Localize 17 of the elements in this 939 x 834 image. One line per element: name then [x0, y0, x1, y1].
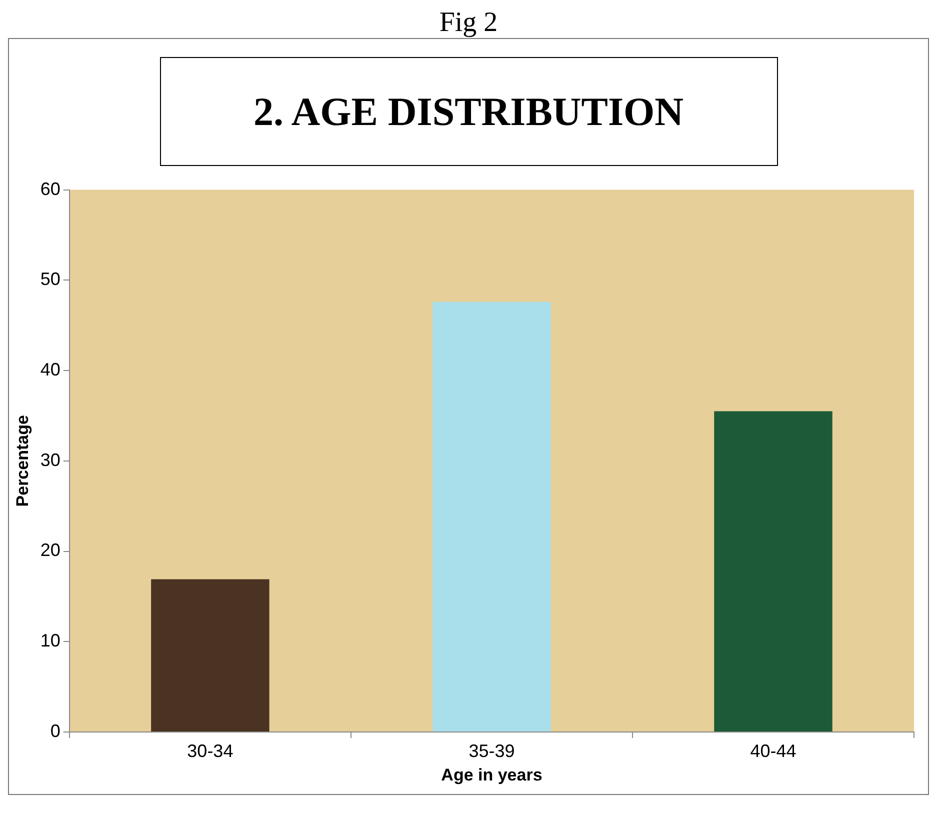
- caption: Fig 2: [438, 7, 499, 38]
- y-tick-label: 20: [40, 540, 60, 560]
- y-tick-label: 30: [40, 450, 60, 470]
- y-tick-label: 0: [50, 720, 60, 741]
- chart-title: 2. AGE DISTRIBUTION: [160, 57, 778, 166]
- y-axis-title: Percentage: [12, 415, 32, 507]
- y-tick-label: 40: [40, 360, 60, 380]
- x-axis-title: Age in years: [441, 765, 542, 784]
- y-tick-label: 50: [40, 269, 60, 290]
- bar: [714, 411, 832, 732]
- y-tick-label: 10: [40, 630, 60, 651]
- y-tick-label: 60: [40, 178, 60, 199]
- x-tick-label: 30-34: [187, 740, 234, 761]
- bar: [432, 302, 551, 732]
- bar: [151, 579, 270, 732]
- x-tick-label: 35-39: [468, 740, 515, 761]
- x-tick-label: 40-44: [750, 740, 796, 761]
